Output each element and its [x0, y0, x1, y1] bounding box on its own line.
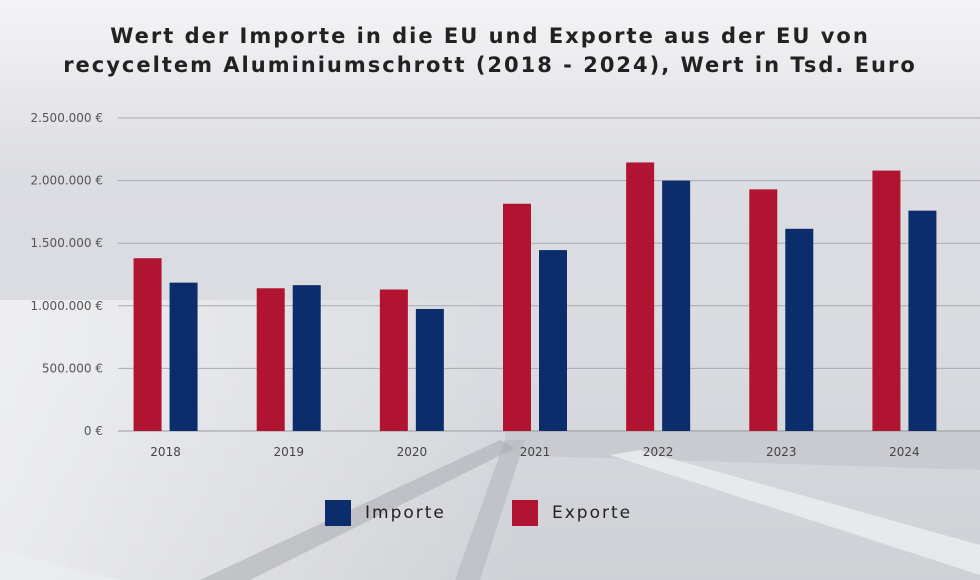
chart-legend: Importe Exporte [0, 500, 980, 530]
bar-importe-2023 [785, 228, 814, 431]
x-tick-label: 2023 [766, 445, 797, 459]
y-tick-label: 0 € [84, 424, 103, 438]
legend-label-exporte: Exporte [552, 503, 633, 523]
chart-title-line-1: Wert der Importe in die EU und Exporte a… [110, 24, 870, 48]
x-tick-label: 2018 [150, 445, 181, 459]
x-tick-label: 2022 [643, 445, 674, 459]
y-tick-label: 1.000.000 € [30, 299, 103, 313]
bar-chart: 0 € 500.000 € 1.000.000 € 1.500.000 € 2.000.… [30, 111, 980, 459]
y-tick-label: 2.500.000 € [30, 111, 103, 125]
chart-title: Wert der Importe in die EU und Exporte a… [0, 22, 980, 80]
x-tick-label: 2020 [397, 445, 428, 459]
x-tick-label: 2019 [273, 445, 304, 459]
bar-importe-2024 [908, 210, 937, 431]
bar-importe-2019 [292, 285, 321, 431]
x-tick-label: 2024 [889, 445, 920, 459]
legend-label-importe: Importe [365, 503, 446, 523]
bar-exporte-2024 [872, 170, 901, 432]
bar-exporte-2023 [749, 189, 778, 431]
bar-exporte-2020 [379, 289, 408, 431]
bar-importe-2022 [662, 180, 691, 431]
legend-swatch-exporte [512, 500, 538, 526]
y-tick-label: 1.500.000 € [30, 236, 103, 250]
bar-exporte-2021 [503, 203, 531, 431]
bar-exporte-2022 [626, 162, 655, 432]
chart-title-line-2: recyceltem Aluminiumschrott (2018 - 2024… [63, 53, 917, 77]
x-tick-label: 2021 [520, 445, 551, 459]
y-tick-label: 500.000 € [42, 361, 103, 375]
bar-importe-2018 [169, 282, 198, 431]
bar-importe-2020 [415, 308, 444, 431]
bar-importe-2021 [539, 250, 567, 431]
bar-exporte-2019 [256, 288, 285, 431]
legend-item-importe: Importe [325, 500, 446, 526]
legend-swatch-importe [325, 500, 351, 526]
legend-item-exporte: Exporte [512, 500, 632, 526]
y-tick-label: 2.000.000 € [30, 174, 103, 188]
bar-exporte-2018 [133, 258, 162, 431]
